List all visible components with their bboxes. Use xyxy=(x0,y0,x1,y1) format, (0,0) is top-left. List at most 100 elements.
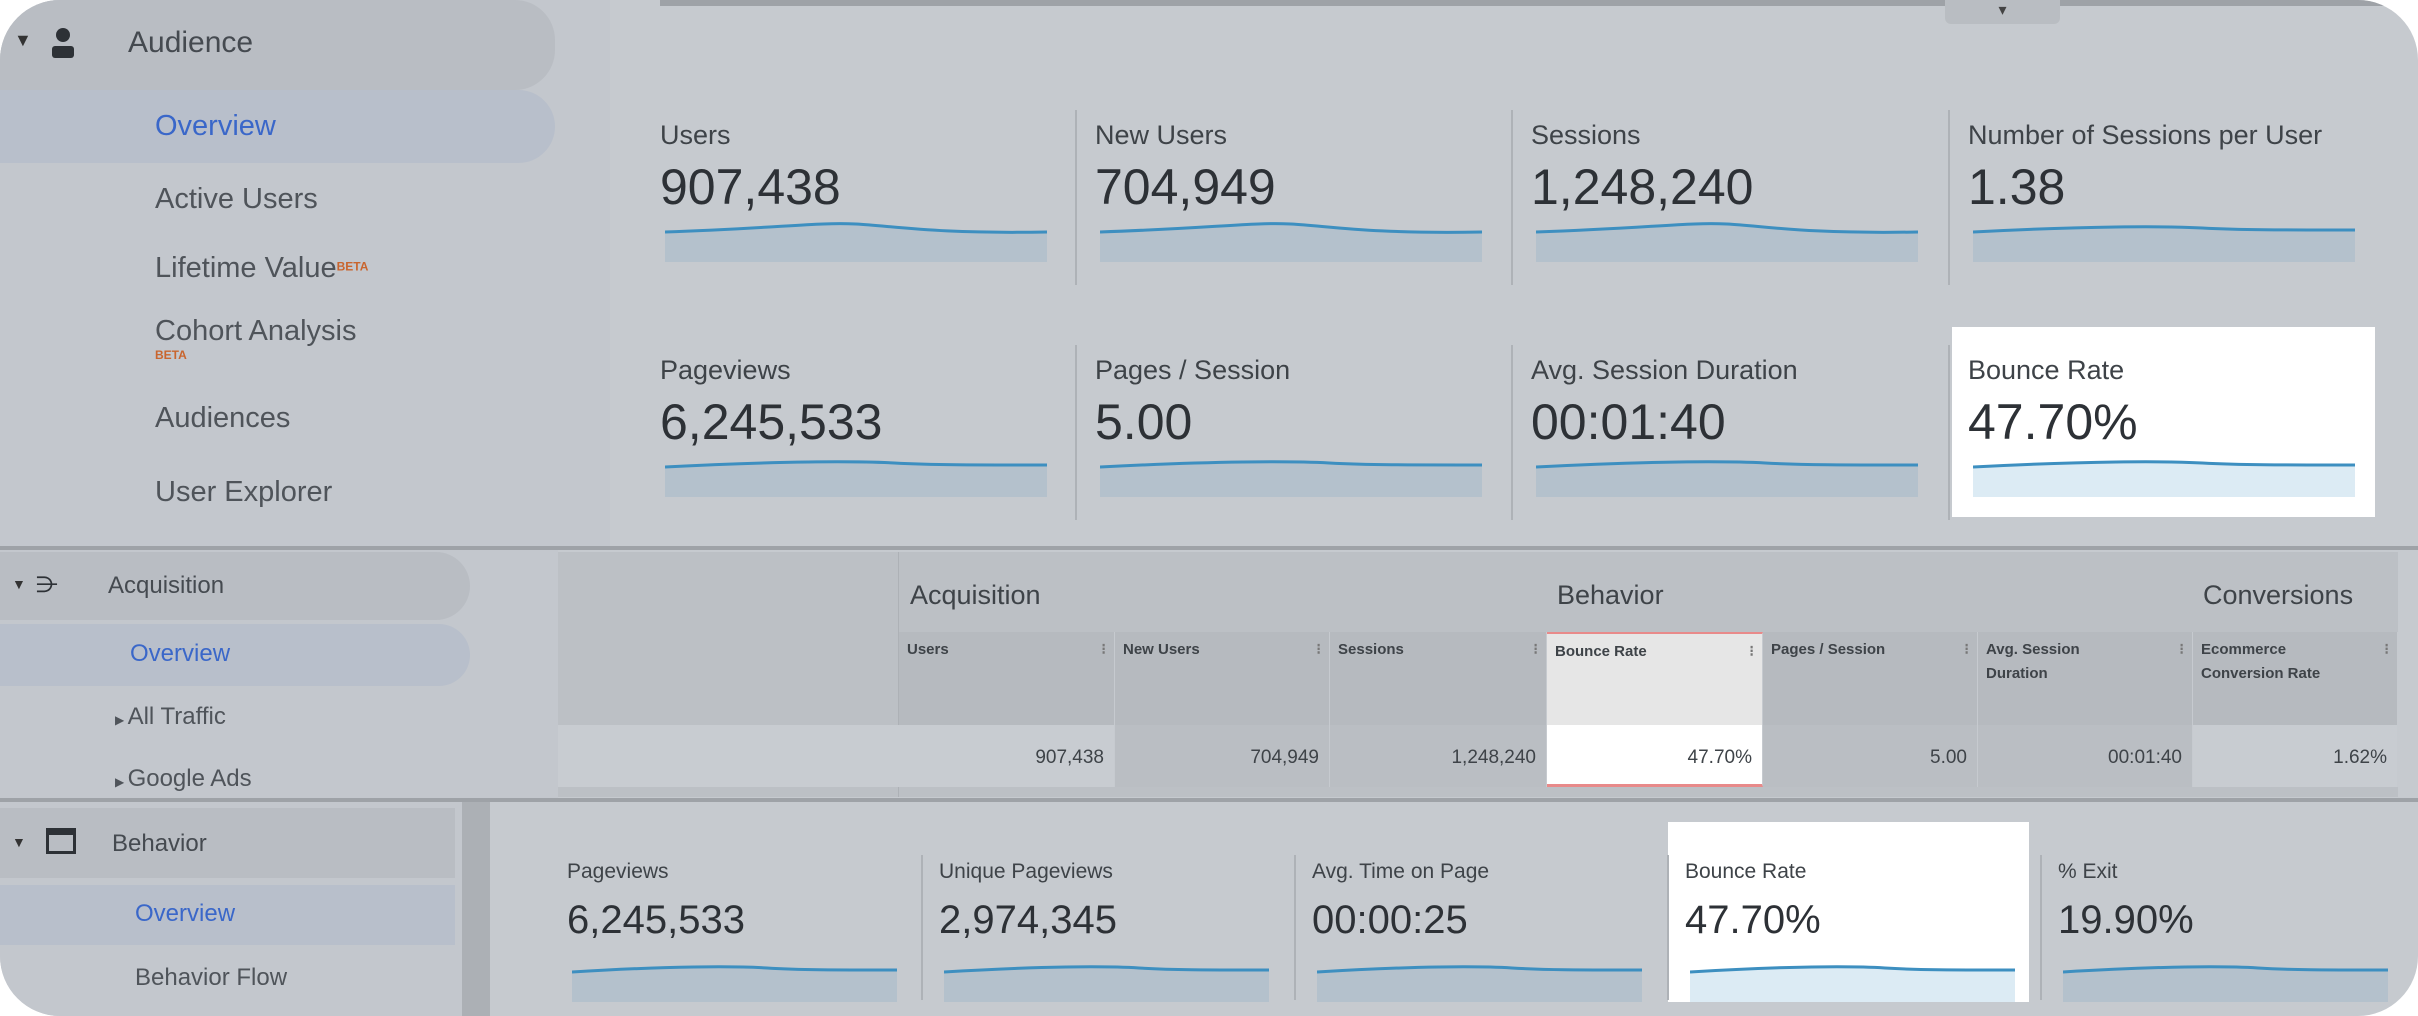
sparkline-chart xyxy=(1099,220,1483,262)
column-label: Users xyxy=(907,641,949,658)
metric-label-avg-session-duration: Avg. Session Duration xyxy=(1531,355,1798,385)
column-header-bounce-rate[interactable]: Bounce Rate ⁝ xyxy=(1547,632,1763,725)
column-header-users[interactable]: Users ⁝ xyxy=(899,632,1115,725)
metric-divider xyxy=(1948,345,1950,520)
column-label: Avg. Session Duration xyxy=(1986,641,2080,682)
acquisition-label: Acquisition xyxy=(108,572,225,599)
metric-value-bounce-rate: 47.70% xyxy=(1685,898,1821,942)
behavior-nav-header[interactable]: ▼ Behavior xyxy=(0,808,455,878)
audience-nav-header[interactable]: ▼ Audience xyxy=(0,0,555,90)
column-label: Sessions xyxy=(1338,641,1404,658)
sort-icon[interactable]: ⁝ xyxy=(1749,643,1754,660)
cell-pages-session: 5.00 xyxy=(1763,725,1978,787)
metric-value-users: 907,438 xyxy=(660,159,841,215)
column-header-pages-session[interactable]: Pages / Session ⁝ xyxy=(1763,632,1978,725)
metric-value--exit: 19.90% xyxy=(2058,898,2194,942)
nav-active-users[interactable]: Active Users xyxy=(155,183,318,215)
nav-behavior-flow[interactable]: Behavior Flow xyxy=(135,964,288,991)
sparkline-chart xyxy=(1535,220,1919,262)
group-header-conversions: Conversions xyxy=(2203,580,2354,610)
metric-label-new-users: New Users xyxy=(1095,120,1228,150)
caret-right-icon: ▶ xyxy=(115,775,128,789)
nav-label: Overview xyxy=(155,110,276,142)
metric-divider xyxy=(1075,110,1077,285)
sparkline-chart xyxy=(1689,960,2016,1002)
metric-value-pageviews: 6,245,533 xyxy=(567,898,745,942)
cell-users: 907,438 xyxy=(899,725,1115,787)
caret-down-icon: ▼ xyxy=(14,30,32,50)
metric-divider xyxy=(1294,855,1296,1000)
sort-icon[interactable]: ⁝ xyxy=(1964,641,1969,658)
caret-down-icon: ▼ xyxy=(12,576,26,592)
sparkline-chart xyxy=(664,455,1048,497)
column-header-avg-session-duration[interactable]: Avg. Session Duration ⁝ xyxy=(1978,632,2193,725)
acquisition-nav-overview[interactable]: Overview xyxy=(0,624,470,686)
metric-label-bounce-rate: Bounce Rate xyxy=(1968,355,2125,385)
nav-all-traffic[interactable]: ▶ All Traffic xyxy=(115,703,226,731)
window-icon xyxy=(46,828,76,854)
sort-icon[interactable]: ⁝ xyxy=(1533,641,1538,658)
nav-lifetime-value[interactable]: Lifetime ValueBETA xyxy=(155,252,368,285)
sparkline-chart xyxy=(1535,455,1919,497)
top-divider xyxy=(660,0,2418,6)
sparkline-chart xyxy=(943,960,1270,1002)
metric-value-pages-session: 5.00 xyxy=(1095,394,1193,450)
metric-value-unique-pageviews: 2,974,345 xyxy=(939,898,1117,942)
audience-nav-overview[interactable]: Overview xyxy=(0,90,555,163)
row-label-cell xyxy=(558,725,899,787)
fork-icon: ⋺ xyxy=(36,572,58,597)
metric-label--exit: % Exit xyxy=(2058,860,2118,883)
cell-avg-session-duration: 00:01:40 xyxy=(1978,725,2193,787)
cell-bounce-rate: 47.70% xyxy=(1547,725,1763,787)
metric-value-avg-time-on-page: 00:00:25 xyxy=(1312,898,1468,942)
sort-icon[interactable]: ⁝ xyxy=(1101,641,1106,658)
acquisition-nav-header[interactable]: ▼ ⋺ Acquisition xyxy=(0,552,470,620)
nav-audiences[interactable]: Audiences xyxy=(155,402,291,434)
column-header-new-users[interactable]: New Users ⁝ xyxy=(1115,632,1330,725)
metric-label-unique-pageviews: Unique Pageviews xyxy=(939,860,1113,883)
sort-icon[interactable]: ⁝ xyxy=(2384,641,2389,658)
metric-label-bounce-rate: Bounce Rate xyxy=(1685,860,1807,883)
sort-icon[interactable]: ⁝ xyxy=(1316,641,1321,658)
metric-label-number-of-sessions-per-user: Number of Sessions per User xyxy=(1968,120,2323,150)
sparkline-chart xyxy=(1316,960,1643,1002)
sparkline-chart xyxy=(1099,455,1483,497)
column-header-ecommerce-conversion-rate[interactable]: Ecommerce Conversion Rate ⁝ xyxy=(2193,632,2398,725)
nav-user-explorer[interactable]: User Explorer xyxy=(155,476,333,508)
metric-label-pageviews: Pageviews xyxy=(567,860,669,883)
nav-google-ads[interactable]: ▶ Google Ads xyxy=(115,765,252,793)
caret-right-icon: ▶ xyxy=(115,713,128,727)
person-icon xyxy=(50,26,76,60)
sparkline-chart xyxy=(1972,220,2356,262)
behavior-nav-overview[interactable]: Overview xyxy=(0,885,455,945)
sidebar-scrollbar[interactable] xyxy=(462,802,490,1016)
column-label: Pages / Session xyxy=(1771,641,1886,658)
column-label: Ecommerce Conversion Rate xyxy=(2201,641,2321,682)
column-header-sessions[interactable]: Sessions ⁝ xyxy=(1330,632,1547,725)
section-divider xyxy=(0,798,2418,802)
metric-value-sessions: 1,248,240 xyxy=(1531,159,1754,215)
beta-badge: BETA xyxy=(155,348,187,362)
nav-label: All Traffic xyxy=(127,703,226,730)
nav-label: Overview xyxy=(135,900,236,927)
metric-value-pageviews: 6,245,533 xyxy=(660,394,883,450)
sparkline-chart xyxy=(571,960,898,1002)
metric-divider xyxy=(1948,110,1950,285)
metric-label-sessions: Sessions xyxy=(1531,120,1641,150)
metric-divider xyxy=(921,855,923,1000)
nav-label: Cohort Analysis xyxy=(155,315,357,347)
column-label: Bounce Rate xyxy=(1555,643,1647,660)
collapse-toggle[interactable]: ▾ xyxy=(1945,0,2060,24)
sort-icon[interactable]: ⁝ xyxy=(2179,641,2184,658)
audience-label: Audience xyxy=(128,26,254,59)
nav-cohort-analysis[interactable]: Cohort Analysis BETA xyxy=(155,315,357,362)
nav-label: Google Ads xyxy=(127,765,252,792)
group-header-behavior: Behavior xyxy=(1557,580,1664,610)
metric-label-pages-session: Pages / Session xyxy=(1095,355,1291,385)
sparkline-chart xyxy=(664,220,1048,262)
metric-divider xyxy=(1667,855,1669,1000)
nav-label: Lifetime Value xyxy=(155,252,337,284)
section-divider xyxy=(0,546,2418,550)
metric-label-pageviews: Pageviews xyxy=(660,355,791,385)
